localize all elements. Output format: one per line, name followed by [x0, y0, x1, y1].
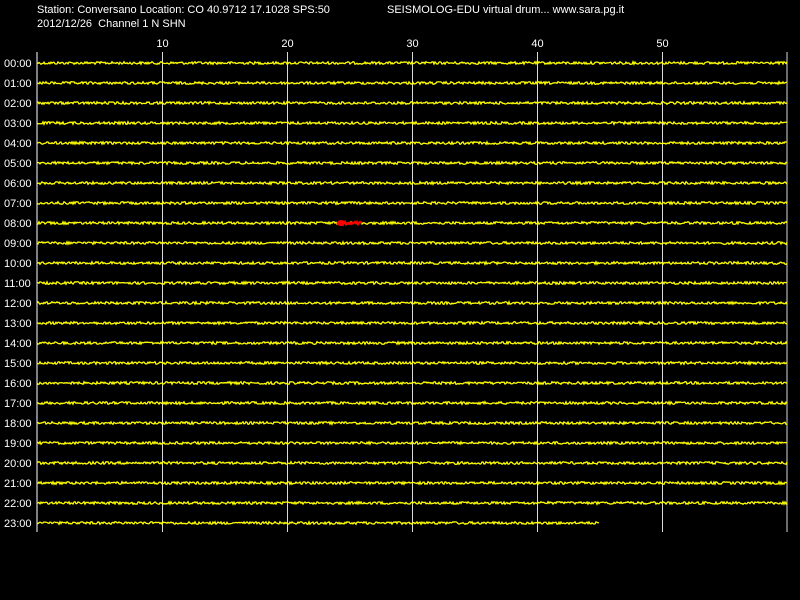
row-label: 07:00 — [4, 198, 32, 210]
x-tick-label: 10 — [156, 38, 168, 50]
trace-row-1900 — [36, 440, 788, 446]
row-label: 11:00 — [4, 278, 31, 290]
row-label: 12:00 — [4, 298, 32, 310]
trace-row-2300 — [36, 520, 600, 526]
trace-row-1600 — [36, 380, 788, 386]
trace-row-1300 — [37, 320, 788, 327]
trace-row-1200 — [36, 299, 788, 306]
row-label: 20:00 — [4, 458, 32, 470]
trace-row-0000 — [36, 60, 788, 66]
trace-row-2200 — [36, 500, 788, 506]
row-label: 01:00 — [4, 78, 32, 90]
row-label: 08:00 — [4, 218, 32, 230]
x-tick-label: 30 — [406, 38, 418, 50]
row-label: 06:00 — [4, 178, 32, 190]
trace-row-0300 — [36, 120, 788, 126]
app-title: SEISMOLOG-EDU virtual drum... www.sara.p… — [387, 4, 625, 16]
row-label: 14:00 — [4, 338, 32, 350]
trace-row-1000 — [36, 260, 788, 266]
x-tick-label: 20 — [281, 38, 293, 50]
trace-row-0600 — [36, 180, 788, 186]
trace-row-0500 — [36, 160, 788, 166]
trace-row-0400 — [36, 140, 788, 146]
row-label: 18:00 — [4, 418, 32, 430]
row-label: 22:00 — [4, 498, 32, 510]
row-label: 21:00 — [4, 478, 32, 490]
x-tick-label: 40 — [531, 38, 543, 50]
trace-row-0900 — [36, 240, 788, 246]
trace-row-1700 — [36, 400, 788, 407]
trace-row-1400 — [36, 340, 788, 346]
row-label: 15:00 — [4, 358, 32, 370]
trace-row-1100 — [36, 280, 788, 286]
event-onset-marker — [337, 220, 345, 226]
trace-row-0800 — [36, 220, 788, 226]
trace-row-1800 — [36, 420, 788, 426]
trace-row-2000 — [36, 460, 788, 466]
row-label: 02:00 — [4, 98, 32, 110]
station-info: Station: Conversano Location: CO 40.9712… — [37, 4, 330, 16]
row-label: 05:00 — [4, 158, 32, 170]
row-label: 04:00 — [4, 138, 32, 150]
row-label: 16:00 — [4, 378, 32, 390]
trace-row-0700 — [36, 200, 788, 206]
row-label: 17:00 — [4, 398, 32, 410]
row-label: 23:00 — [4, 518, 32, 530]
trace-row-2100 — [36, 480, 788, 486]
date-channel-info: 2012/12/26 Channel 1 N SHN — [37, 18, 186, 30]
trace-row-0100 — [36, 80, 788, 86]
trace-row-1500 — [36, 360, 788, 366]
row-label: 03:00 — [4, 118, 32, 130]
row-label: 19:00 — [4, 438, 32, 450]
x-tick-label: 50 — [656, 38, 668, 50]
trace-row-0200 — [36, 100, 788, 106]
row-label: 10:00 — [4, 258, 32, 270]
row-label: 00:00 — [4, 58, 32, 70]
row-label: 09:00 — [4, 238, 32, 250]
row-label: 13:00 — [4, 318, 32, 330]
